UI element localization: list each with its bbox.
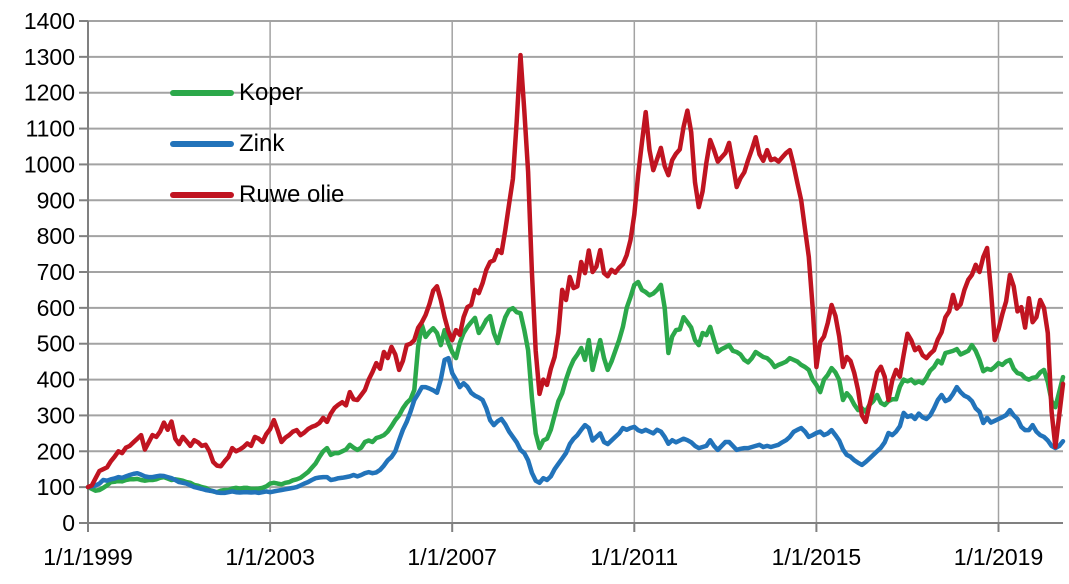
- y-axis-tick-label: 1400: [24, 8, 75, 34]
- y-axis-tick-label: 300: [37, 402, 75, 428]
- legend-line-swatch: [170, 89, 234, 96]
- legend-label: Koper: [239, 78, 304, 106]
- legend-item-zink: Zink: [170, 118, 344, 169]
- y-axis-tick-label: 1200: [24, 80, 75, 106]
- series-line-koper: [85, 279, 1066, 495]
- legend-label: Ruwe olie: [239, 180, 345, 208]
- legend-item-ruwe-olie: Ruwe olie: [170, 169, 344, 220]
- y-axis-tick-label: 800: [37, 223, 75, 249]
- y-axis-tick-label: 0: [62, 510, 75, 536]
- series-line-ruwe-olie: [85, 52, 1066, 490]
- y-axis-tick-label: 1300: [24, 44, 75, 70]
- y-axis-tick-label: 200: [37, 438, 75, 464]
- y-axis-tick-label: 1000: [24, 151, 75, 177]
- x-axis-tick-label: 1/1/2019: [954, 544, 1044, 570]
- x-axis-tick-label: 1/1/2015: [772, 544, 862, 570]
- legend-line-swatch: [170, 140, 234, 147]
- x-axis-tick-label: 1/1/1999: [43, 544, 133, 570]
- x-axis-tick-label: 1/1/2003: [225, 544, 315, 570]
- legend-item-koper: Koper: [170, 67, 344, 118]
- chart-legend: Koper Zink Ruwe olie: [170, 67, 344, 220]
- x-axis-tick-label: 1/1/2011: [590, 544, 678, 570]
- x-axis-tick-label: 1/1/2007: [407, 544, 497, 570]
- y-axis-tick-label: 1100: [26, 116, 75, 142]
- y-axis-tick-label: 500: [37, 331, 75, 357]
- y-axis-tick-label: 700: [37, 259, 75, 285]
- y-axis-tick-label: 600: [37, 295, 75, 321]
- y-axis-tick-label: 900: [37, 187, 75, 213]
- y-axis-tick-label: 100: [37, 474, 75, 500]
- series-line-zink: [85, 355, 1066, 496]
- y-axis-tick-label: 400: [37, 367, 75, 393]
- legend-label: Zink: [239, 129, 285, 157]
- legend-line-swatch: [170, 191, 234, 198]
